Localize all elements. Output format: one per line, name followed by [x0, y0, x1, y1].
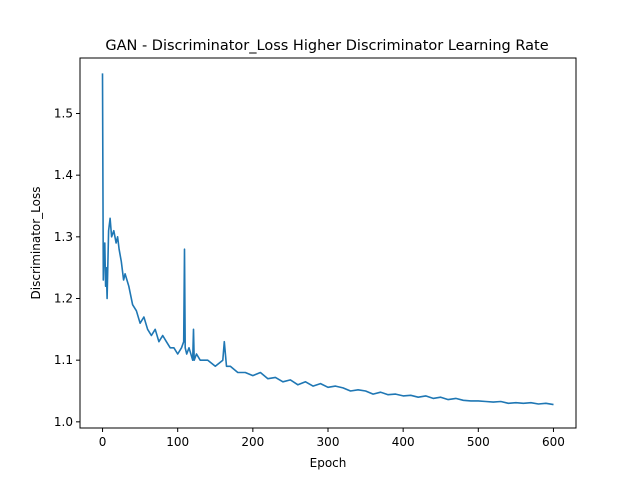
x-tick-label: 400 [392, 435, 415, 449]
y-tick-label: 1.3 [54, 230, 73, 244]
y-tick-label: 1.4 [54, 168, 73, 182]
x-tick-label: 300 [317, 435, 340, 449]
x-tick-label: 600 [542, 435, 565, 449]
series-layer [101, 73, 554, 406]
x-tick-label: 500 [467, 435, 490, 449]
x-tick-label: 100 [166, 435, 189, 449]
x-axis-label: Epoch [310, 456, 347, 470]
chart-title: GAN - Discriminator_Loss Higher Discrimi… [105, 38, 548, 54]
x-axis: 0 100 200 300 400 500 600 [99, 428, 565, 449]
plot-frame [79, 57, 577, 429]
y-axis: 1.0 1.1 1.2 1.3 1.4 1.5 [54, 107, 80, 429]
series-line-0 [101, 73, 554, 406]
x-tick-label: 200 [241, 435, 264, 449]
y-axis-label: Discriminator_Loss [29, 187, 43, 300]
plot-area [80, 58, 576, 428]
y-tick-label: 1.0 [54, 415, 73, 429]
y-tick-label: 1.1 [54, 353, 73, 367]
y-tick-label: 1.5 [54, 107, 73, 121]
x-tick-label: 0 [99, 435, 107, 449]
y-tick-label: 1.2 [54, 292, 73, 306]
